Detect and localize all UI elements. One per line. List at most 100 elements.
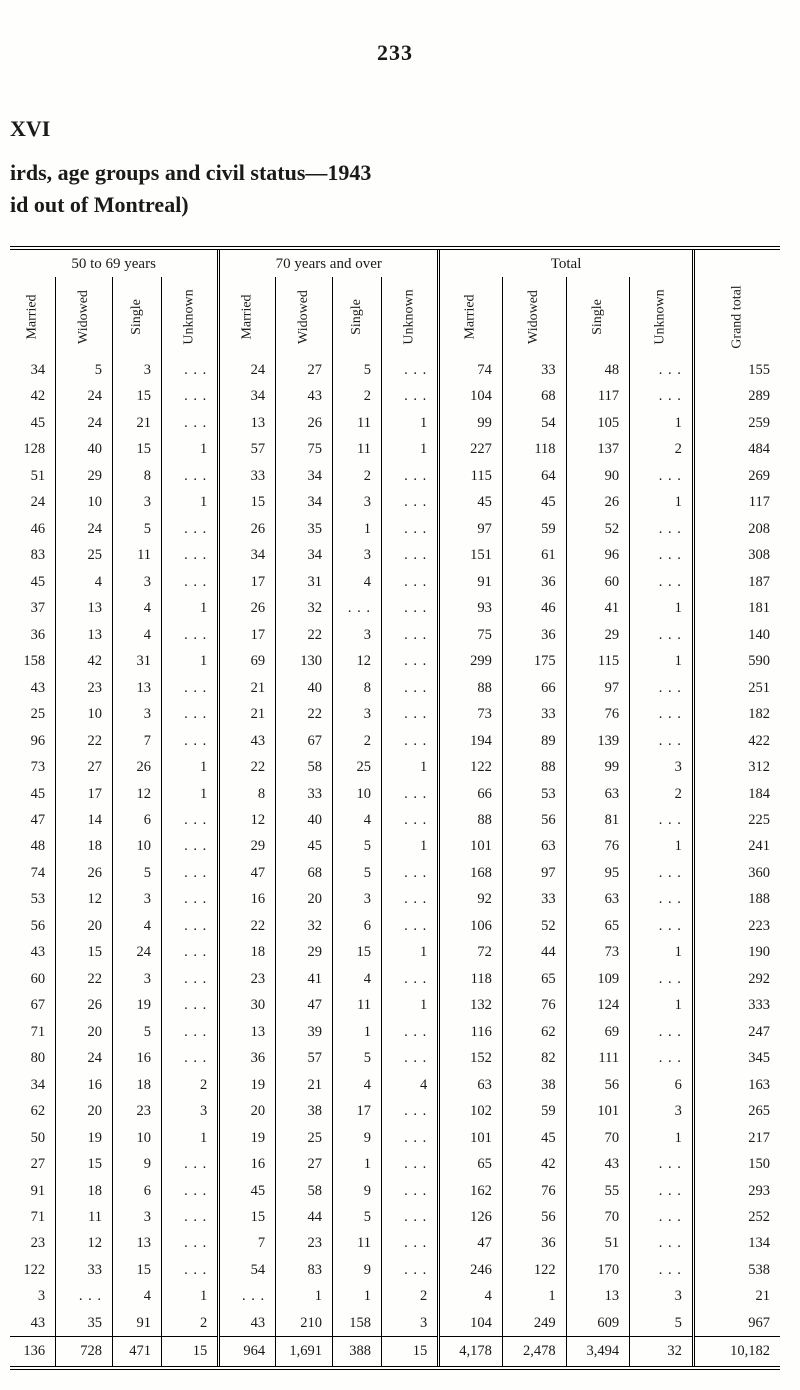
- table-cell: 34: [276, 489, 333, 515]
- table-cell: 223: [693, 913, 780, 939]
- table-cell: 210: [276, 1310, 333, 1337]
- table-cell: . . .: [630, 886, 694, 912]
- table-row: 71205. . .13391. . .1166269. . .247: [10, 1019, 780, 1045]
- table-cell: . . .: [382, 595, 439, 621]
- table-cell: 52: [566, 516, 630, 542]
- table-cell: 76: [566, 833, 630, 859]
- table-cell: 23: [219, 966, 276, 992]
- table-cell: 3: [113, 1204, 162, 1230]
- table-cell: . . .: [630, 463, 694, 489]
- table-cell: . . .: [382, 489, 439, 515]
- table-cell: 16: [219, 886, 276, 912]
- table-cell: 11: [332, 992, 381, 1018]
- table-cell: 22: [276, 622, 333, 648]
- table-cell: 40: [276, 675, 333, 701]
- table-cell: 48: [10, 833, 56, 859]
- group-head-1: 50 to 69 years: [10, 248, 219, 277]
- totals-cell: 136: [10, 1337, 56, 1369]
- table-cell: 22: [56, 728, 113, 754]
- table-cell: 2: [630, 436, 694, 462]
- table-cell: 3: [113, 966, 162, 992]
- table-cell: . . .: [162, 569, 219, 595]
- table-cell: 62: [10, 1098, 56, 1124]
- table-cell: . . .: [630, 383, 694, 409]
- table-cell: 45: [10, 781, 56, 807]
- table-cell: 109: [566, 966, 630, 992]
- table-cell: 104: [439, 383, 503, 409]
- table-cell: 8: [332, 675, 381, 701]
- table-cell: 140: [693, 622, 780, 648]
- table-cell: 21: [276, 1072, 333, 1098]
- col-unknown-3: Unknown: [630, 277, 694, 357]
- table-cell: 22: [56, 966, 113, 992]
- section-fragment: XVI: [10, 116, 780, 142]
- table-cell: 70: [566, 1204, 630, 1230]
- table-row: 7327261225825112288993312: [10, 754, 780, 780]
- table-cell: . . .: [630, 728, 694, 754]
- table-row: 36134. . .17223. . .753629. . .140: [10, 622, 780, 648]
- table-cell: 24: [56, 383, 113, 409]
- table-cell: 1: [382, 992, 439, 1018]
- table-cell: 132: [439, 992, 503, 1018]
- table-cell: 247: [693, 1019, 780, 1045]
- table-cell: . . .: [162, 860, 219, 886]
- table-cell: 42: [10, 383, 56, 409]
- table-cell: . . .: [162, 966, 219, 992]
- table-cell: 16: [113, 1045, 162, 1071]
- table-cell: 11: [332, 410, 381, 436]
- table-cell: 45: [10, 569, 56, 595]
- table-cell: 52: [502, 913, 566, 939]
- table-row: 46245. . .26351. . .975952. . .208: [10, 516, 780, 542]
- totals-cell: 964: [219, 1337, 276, 1369]
- table-cell: 1: [630, 595, 694, 621]
- col-unknown-2: Unknown: [382, 277, 439, 357]
- table-cell: 15: [332, 939, 381, 965]
- table-cell: 31: [276, 569, 333, 595]
- table-cell: 66: [439, 781, 503, 807]
- table-cell: 34: [219, 383, 276, 409]
- data-table: 50 to 69 years 70 years and over Total M…: [10, 246, 780, 1370]
- table-cell: 13: [566, 1283, 630, 1309]
- table-cell: 5: [332, 833, 381, 859]
- table-cell: 4: [332, 1072, 381, 1098]
- table-cell: . . .: [162, 1257, 219, 1283]
- table-cell: 40: [276, 807, 333, 833]
- table-row: 452421. . .132611199541051259: [10, 410, 780, 436]
- table-cell: 259: [693, 410, 780, 436]
- table-cell: 26: [566, 489, 630, 515]
- table-cell: . . .: [382, 1019, 439, 1045]
- table-cell: 83: [10, 542, 56, 568]
- table-cell: 1: [162, 754, 219, 780]
- table-cell: 24: [56, 1045, 113, 1071]
- col-married-3: Married: [439, 277, 503, 357]
- table-row: 43359124321015831042496095967: [10, 1310, 780, 1337]
- table-cell: . . .: [162, 1178, 219, 1204]
- col-grand-total: Grand total: [693, 277, 780, 357]
- table-cell: . . .: [162, 939, 219, 965]
- table-cell: 333: [693, 992, 780, 1018]
- group-head-2: 70 years and over: [219, 248, 439, 277]
- table-cell: 76: [502, 1178, 566, 1204]
- table-cell: 312: [693, 754, 780, 780]
- table-body: 3453. . .24275. . .743348. . .155422415.…: [10, 357, 780, 1337]
- table-cell: 73: [439, 701, 503, 727]
- table-cell: 13: [56, 622, 113, 648]
- table-cell: 68: [502, 383, 566, 409]
- table-cell: 65: [439, 1151, 503, 1177]
- table-cell: 38: [502, 1072, 566, 1098]
- table-cell: 73: [10, 754, 56, 780]
- table-cell: 47: [219, 860, 276, 886]
- table-cell: 19: [219, 1125, 276, 1151]
- table-cell: 3: [630, 1283, 694, 1309]
- table-cell: 4: [332, 807, 381, 833]
- table-cell: . . .: [162, 701, 219, 727]
- table-cell: 63: [502, 833, 566, 859]
- table-cell: 73: [566, 939, 630, 965]
- table-cell: 105: [566, 410, 630, 436]
- table-cell: 1: [382, 754, 439, 780]
- table-row: 91186. . .45589. . .1627655. . .293: [10, 1178, 780, 1204]
- table-row: 432313. . .21408. . .886697. . .251: [10, 675, 780, 701]
- table-cell: 31: [113, 648, 162, 674]
- table-cell: 48: [566, 357, 630, 383]
- table-cell: 42: [56, 648, 113, 674]
